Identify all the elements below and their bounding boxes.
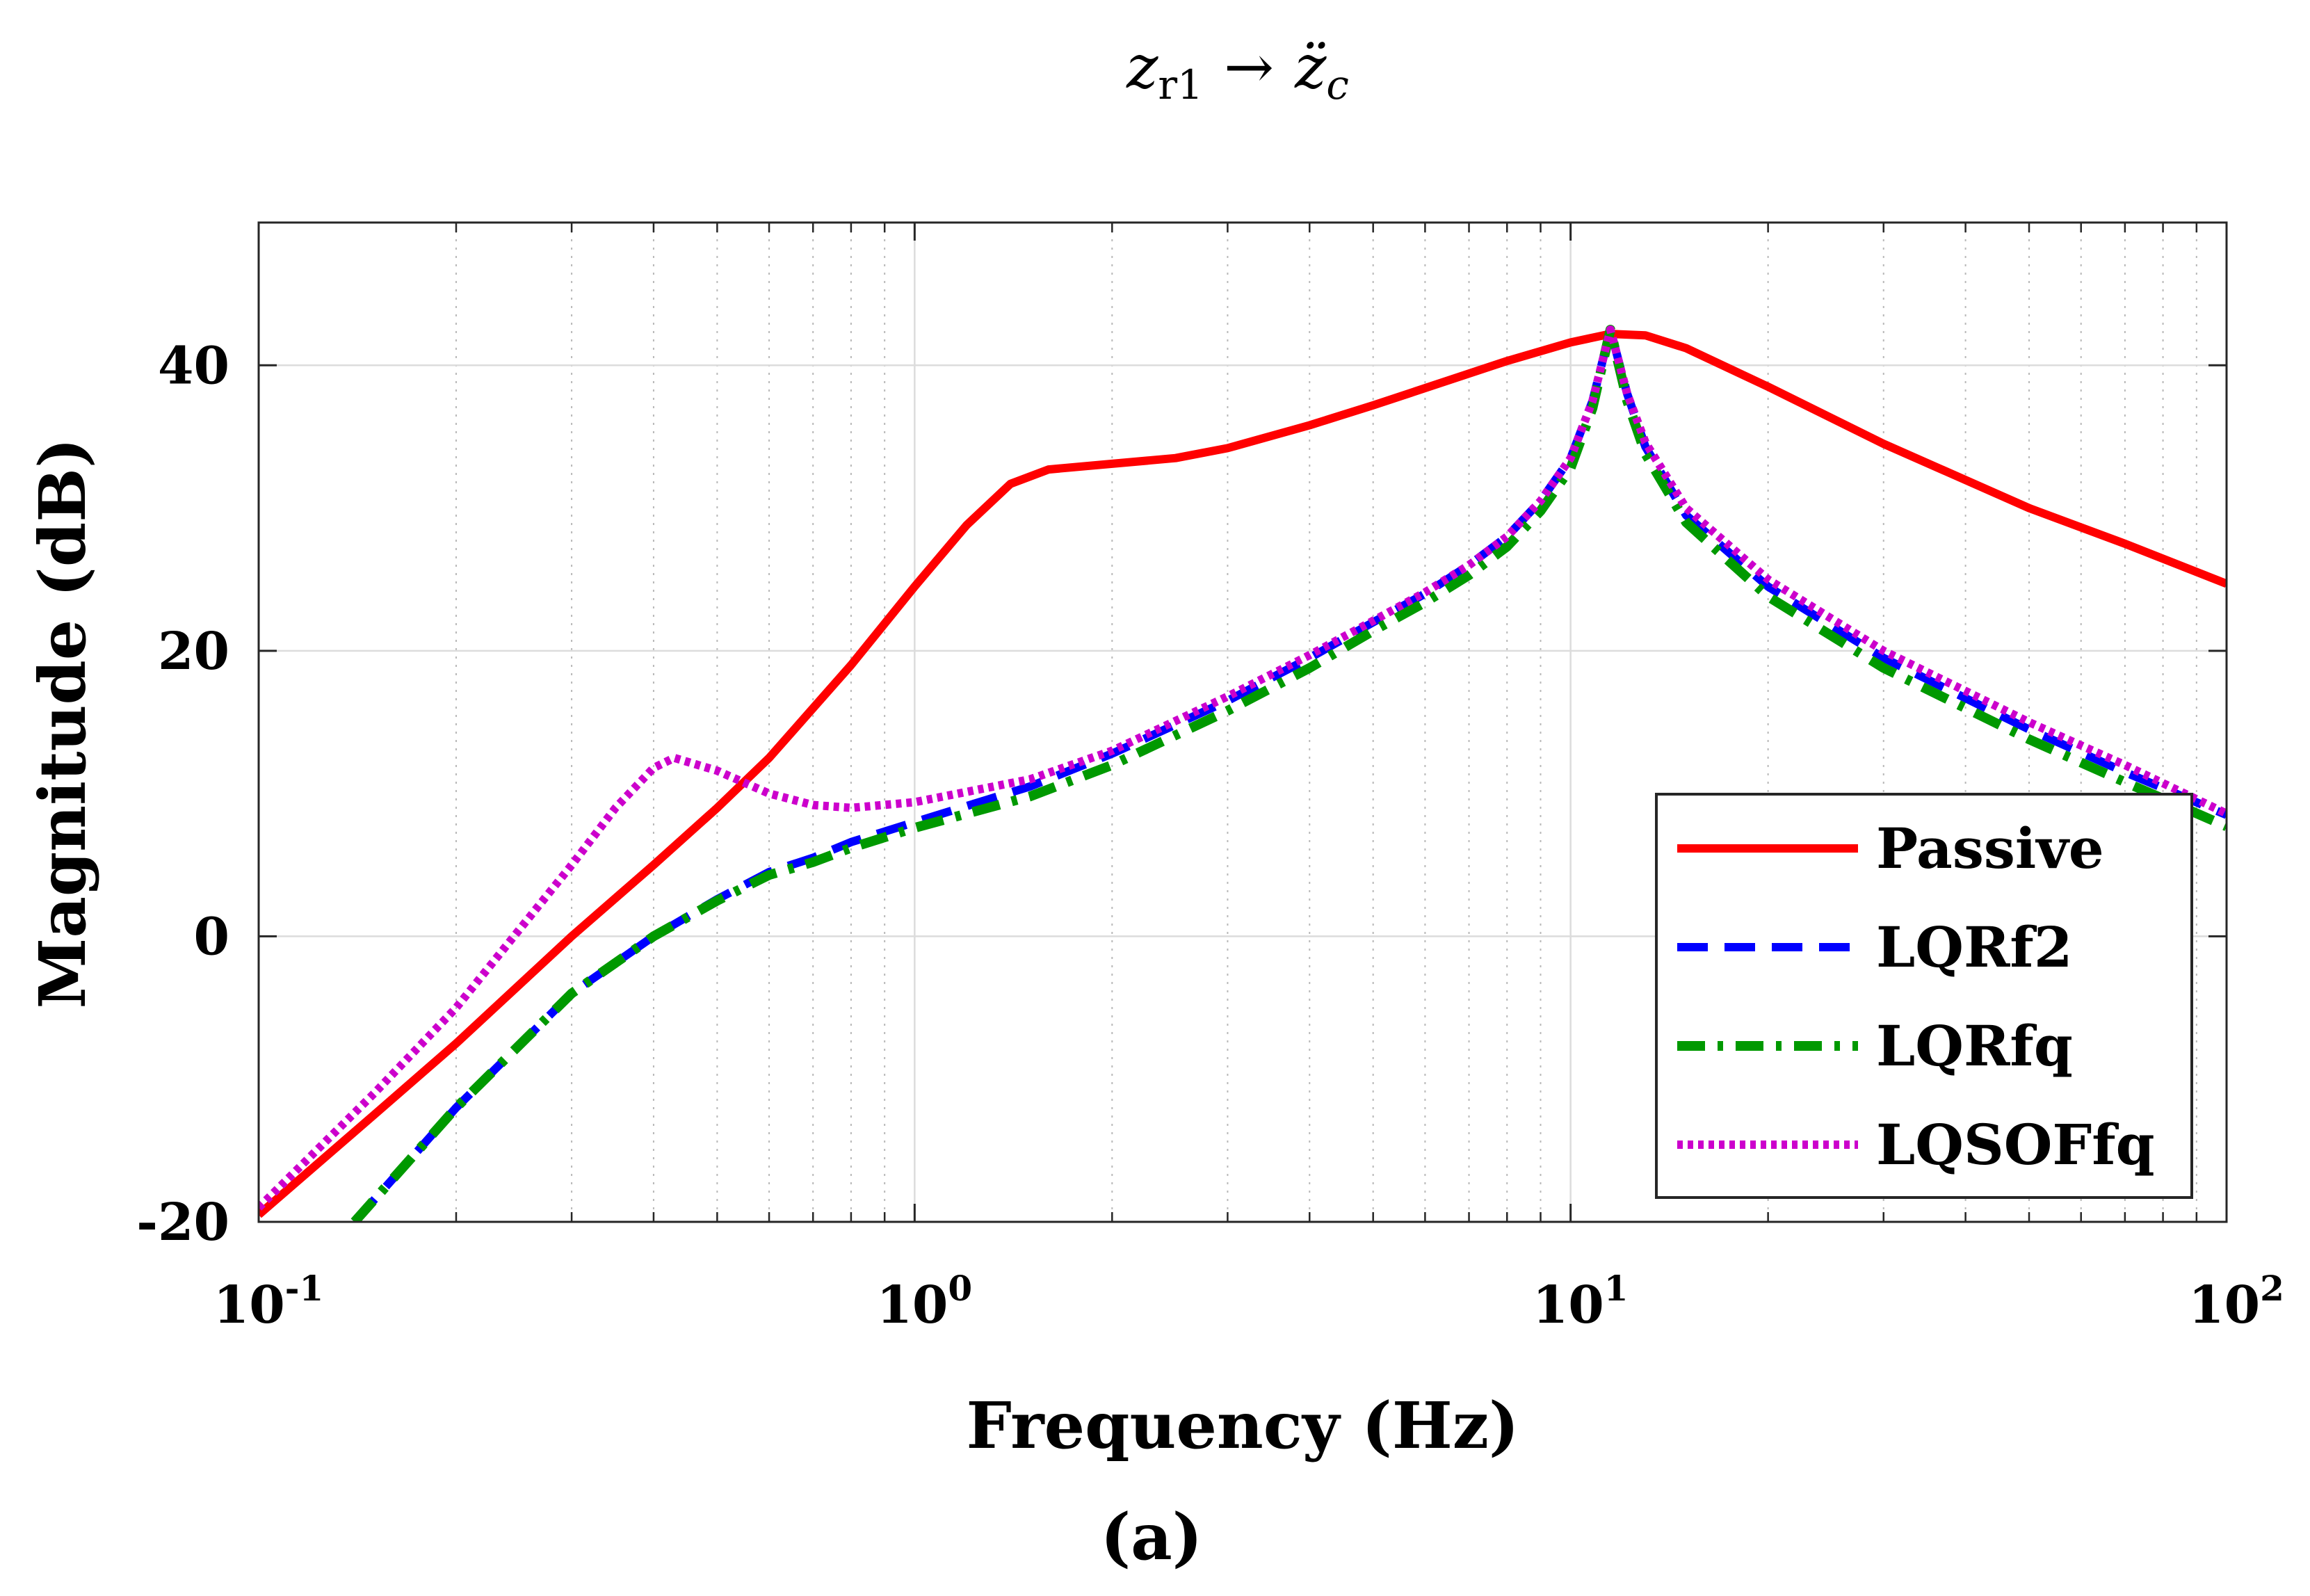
x-tick-exp: -1 xyxy=(285,1268,324,1309)
x-tick-exp: 1 xyxy=(1604,1268,1629,1309)
title-sub: r1 xyxy=(1158,61,1203,108)
plot-frame xyxy=(257,221,2228,1223)
series-line-lqrfq xyxy=(350,325,2227,1222)
y-axis-label: Magnitude (dB) xyxy=(25,437,100,1008)
y-tick-label: 20 xyxy=(158,622,229,682)
plot-area xyxy=(257,221,2228,1223)
y-tick-label: -20 xyxy=(136,1193,229,1252)
title-target: z̈ xyxy=(1294,33,1327,102)
y-tick-labels: -20 0 20 40 xyxy=(136,336,229,1252)
x-tick-label: 101 xyxy=(1533,1268,1629,1335)
series-line-lqsoffq xyxy=(259,325,2227,1211)
y-tick-label: 0 xyxy=(194,907,230,967)
x-tick-base: 10 xyxy=(2188,1275,2260,1335)
title-target-sub: c xyxy=(1326,61,1348,108)
x-tick-base: 10 xyxy=(1533,1275,1604,1335)
x-tick-labels: 10-1 100 101 102 xyxy=(213,1268,2284,1335)
series-line-passive xyxy=(259,330,2227,1218)
x-tick-label: 10-1 xyxy=(213,1268,324,1335)
title-arrow: → xyxy=(1224,33,1274,102)
x-tick-label: 102 xyxy=(2188,1268,2284,1335)
x-axis-label: Frequency (Hz) xyxy=(966,1388,1519,1463)
title-base: z xyxy=(1126,33,1158,102)
legend: Passive LQRf2 LQRfq LQSOFfq xyxy=(1655,793,2193,1199)
x-tick-exp: 0 xyxy=(948,1268,972,1309)
x-tick-base: 10 xyxy=(876,1275,948,1335)
axis-ticks xyxy=(257,223,2228,1223)
legend-label-lqrf2: LQRf2 xyxy=(1876,914,2073,980)
figure-caption: (a) xyxy=(1101,1499,1203,1574)
y-tick-label: 40 xyxy=(158,336,229,396)
legend-box xyxy=(1655,793,2193,1199)
legend-label-lqsoffq: LQSOFfq xyxy=(1876,1112,2155,1177)
x-tick-label: 100 xyxy=(876,1268,972,1335)
x-tick-base: 10 xyxy=(213,1275,285,1335)
chart-title: zr1 → z̈c xyxy=(1126,33,1349,108)
legend-label-lqrfq: LQRfq xyxy=(1876,1013,2073,1079)
legend-label-passive: Passive xyxy=(1876,816,2104,881)
x-tick-exp: 2 xyxy=(2260,1268,2284,1309)
series-lines xyxy=(259,325,2227,1222)
